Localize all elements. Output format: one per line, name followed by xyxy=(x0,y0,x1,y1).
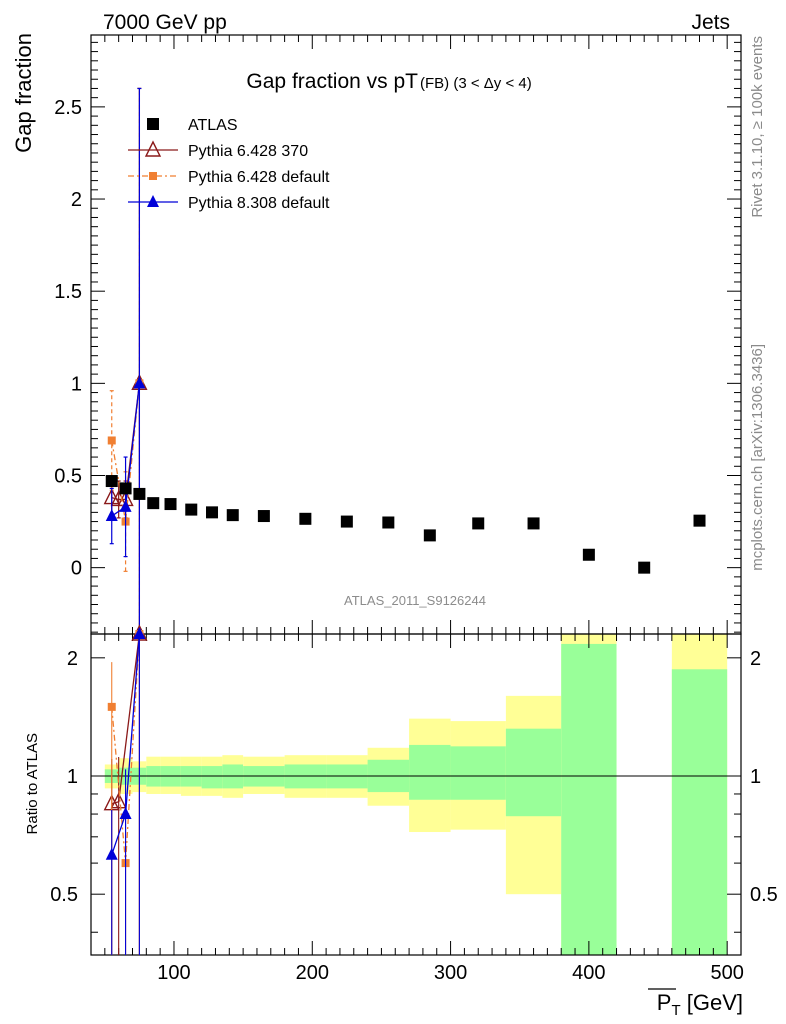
legend-label: Pythia 6.428 default xyxy=(188,169,330,186)
data-point-atlas xyxy=(226,509,239,522)
ratio-plot-frame xyxy=(90,633,742,956)
x-tick-label: 300 xyxy=(434,962,467,984)
legend-marker xyxy=(144,140,162,157)
y-tick-label: 2 xyxy=(71,189,82,211)
data-point-atlas xyxy=(693,514,706,527)
analysis-watermark: ATLAS_2011_S9126244 xyxy=(344,593,486,608)
data-point xyxy=(107,436,116,445)
ratio-band-green xyxy=(201,766,223,789)
ratio-tick-label-right: 0.5 xyxy=(750,884,778,906)
legend: ATLAS Pythia 6.428 370 Pythia 6.428 defaul… xyxy=(128,117,330,212)
tick-labels: 100 200 300 400 500 0 0.5 1 1.5 2 2.5 0.5 0.5 1 1 2 2 xyxy=(50,97,778,984)
ratio-tick-label-right: 1 xyxy=(750,766,761,788)
ratio-point xyxy=(107,702,116,711)
legend-label: Pythia 8.308 default xyxy=(188,195,330,212)
y-tick-label: 0 xyxy=(71,558,82,580)
legend-label: Pythia 6.428 370 xyxy=(188,143,308,160)
data-point xyxy=(133,376,146,389)
ratio-tick-label: 0.5 xyxy=(50,884,78,906)
x-tick-label: 500 xyxy=(710,962,743,984)
y-tick-label: 1.5 xyxy=(54,281,82,303)
ratio-band-green xyxy=(505,728,562,817)
legend-marker xyxy=(149,172,157,180)
y-axis-label: Gap fraction xyxy=(11,33,36,153)
y-tick-label: 1 xyxy=(71,373,82,395)
data-point-atlas xyxy=(382,516,395,529)
x-tick-label: 400 xyxy=(572,962,605,984)
data-point-atlas xyxy=(472,517,485,530)
ratio-band-green xyxy=(409,744,451,800)
data-point-atlas xyxy=(423,529,436,542)
data-point-atlas xyxy=(119,482,132,495)
data-point-atlas xyxy=(105,475,118,488)
data-point xyxy=(105,509,118,522)
data-point-atlas xyxy=(185,503,198,516)
ratio-y-axis-label: Ratio to ATLAS xyxy=(24,733,41,834)
ratio-band-green xyxy=(450,746,506,800)
ratio-point xyxy=(105,847,118,860)
x-tick-label: 100 xyxy=(157,962,190,984)
chart-title: Gap fraction vs pT xyxy=(246,70,418,93)
ratio-point xyxy=(133,627,146,639)
ratio-tick-label: 1 xyxy=(67,766,78,788)
ratio-series xyxy=(103,624,148,955)
data-point-atlas xyxy=(257,510,270,523)
ratio-point xyxy=(110,792,127,809)
legend-marker xyxy=(147,118,159,130)
data-point-atlas xyxy=(133,487,146,500)
data-point-atlas xyxy=(206,506,219,519)
data-point-atlas xyxy=(299,512,312,525)
data-point-atlas xyxy=(340,515,353,528)
rivet-version-label: Rivet 3.1.10, ≥ 100k events xyxy=(749,36,766,218)
ratio-point xyxy=(119,807,132,820)
ratio-tick-label-right: 2 xyxy=(750,648,761,670)
header-right-label: Jets xyxy=(691,11,730,34)
axis-ticks xyxy=(91,35,741,955)
data-point-atlas xyxy=(147,497,160,510)
x-tick-label: 200 xyxy=(296,962,329,984)
ratio-uncertainty-bands xyxy=(104,634,728,955)
header-left-label: 7000 GeV pp xyxy=(103,11,227,34)
data-point xyxy=(119,499,132,512)
chart-title-sub: (FB) (3 < Δy < 4) xyxy=(420,75,532,92)
mcplots-label: mcplots.cern.ch [arXiv:1306.3436] xyxy=(749,344,766,571)
x-axis-label: PT [GeV] xyxy=(657,990,743,1019)
y-tick-label: 2.5 xyxy=(54,97,82,119)
y-tick-label: 0.5 xyxy=(54,465,82,487)
ratio-tick-label: 2 xyxy=(67,648,78,670)
ratio-band-green xyxy=(561,643,617,955)
ratio-band-green xyxy=(671,669,728,955)
data-point-atlas xyxy=(638,561,651,574)
data-point-atlas xyxy=(164,498,177,511)
data-point-atlas xyxy=(527,517,540,530)
legend-marker xyxy=(147,195,159,207)
legend-label: ATLAS xyxy=(188,117,238,134)
data-point-atlas xyxy=(582,548,595,561)
